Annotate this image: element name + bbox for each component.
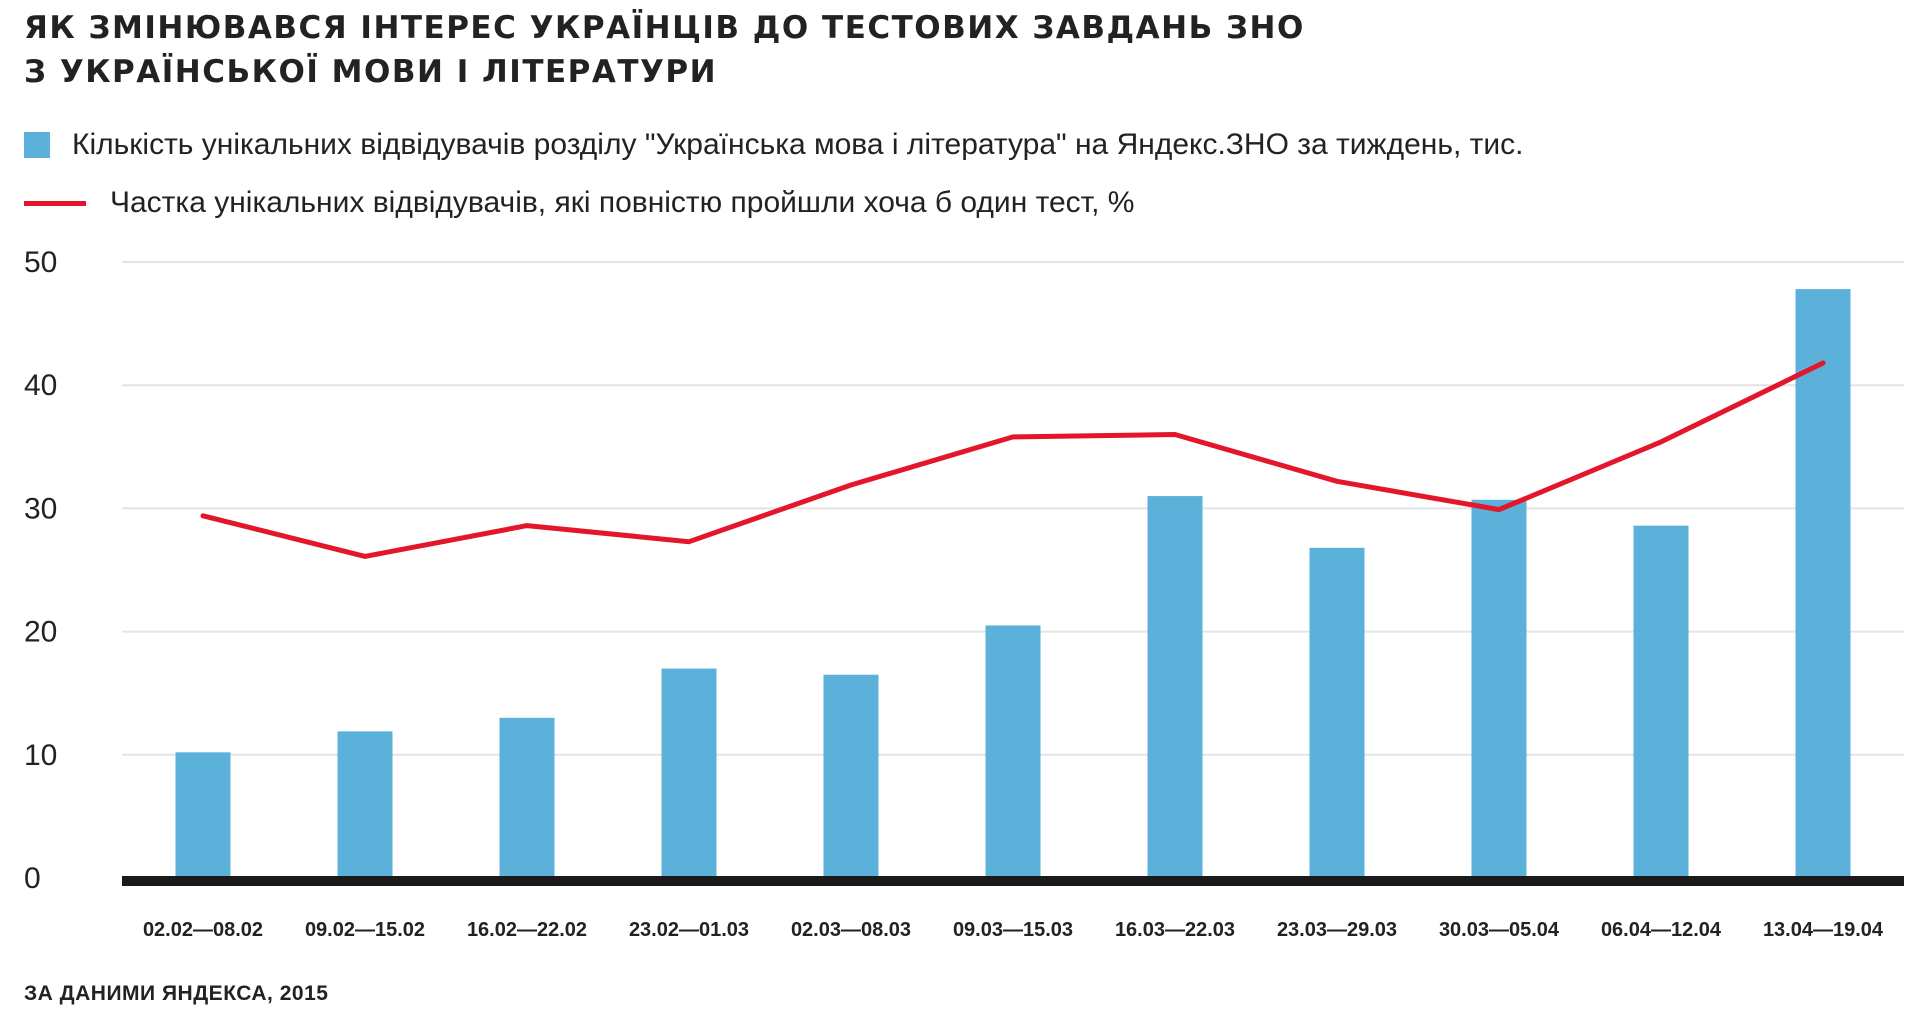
legend-swatch-line (24, 200, 86, 206)
x-tick-label: 30.03—05.04 (1439, 919, 1560, 941)
chart-title: ЯК ЗМІНЮВАВСЯ ІНТЕРЕС УКРАЇНЦІВ ДО ТЕСТО… (24, 6, 1305, 94)
x-tick-label: 16.02—22.02 (467, 919, 587, 941)
legend-label-visitors: Кількість унікальних відвідувачів розділ… (72, 128, 1524, 161)
bar (1147, 496, 1203, 878)
x-tick-label: 23.03—29.03 (1277, 919, 1397, 941)
x-tick-label: 02.02—08.02 (143, 919, 263, 941)
bar (1471, 499, 1527, 878)
gridlines (122, 261, 1904, 756)
source-note: ЗА ДАНИМИ ЯНДЕКСА, 2015 (24, 982, 329, 1005)
x-tick-label: 16.03—22.03 (1115, 919, 1235, 941)
bar (661, 668, 717, 878)
x-axis-ticks: 02.02—08.02 09.02—15.02 16.02—22.02 23.02—0… (143, 919, 1884, 941)
y-tick-label: 40 (24, 369, 57, 402)
legend-swatch-bar (24, 132, 50, 158)
y-tick-label: 20 (24, 616, 57, 649)
x-tick-label: 06.04—12.04 (1601, 919, 1722, 941)
x-tick-label: 09.02—15.02 (305, 919, 425, 941)
legend-item-visitors: Кількість унікальних відвідувачів розділ… (24, 116, 1523, 174)
bar (175, 752, 231, 878)
bar-series (175, 289, 1851, 878)
x-tick-label: 13.04—19.04 (1763, 919, 1884, 941)
bar (499, 717, 555, 878)
legend-item-share: Частка унікальних відвідувачів, які повн… (24, 174, 1523, 232)
x-tick-label: 09.03—15.03 (953, 919, 1073, 941)
bar (1795, 289, 1851, 878)
chart-title-line-2: З УКРАЇНСЬКОЇ МОВИ І ЛІТЕРАТУРИ (24, 54, 718, 90)
bar (1633, 525, 1689, 878)
chart-title-line-1: ЯК ЗМІНЮВАВСЯ ІНТЕРЕС УКРАЇНЦІВ ДО ТЕСТО… (24, 10, 1305, 46)
legend: Кількість унікальних відвідувачів розділ… (24, 116, 1523, 232)
y-tick-label: 0 (24, 862, 41, 895)
x-axis-baseline (122, 876, 1904, 886)
y-tick-label: 30 (24, 492, 57, 525)
bar (337, 731, 393, 878)
x-tick-label: 02.03—08.03 (791, 919, 911, 941)
y-axis-ticks: 0 10 20 30 40 50 (24, 246, 57, 895)
bar (823, 674, 879, 878)
legend-label-share: Частка унікальних відвідувачів, які повн… (110, 186, 1135, 219)
y-tick-label: 10 (24, 739, 57, 772)
y-tick-label: 50 (24, 246, 57, 279)
line-series (200, 360, 1826, 559)
x-tick-label: 23.02—01.03 (629, 919, 749, 941)
bar (1309, 547, 1365, 878)
bar (985, 625, 1041, 878)
